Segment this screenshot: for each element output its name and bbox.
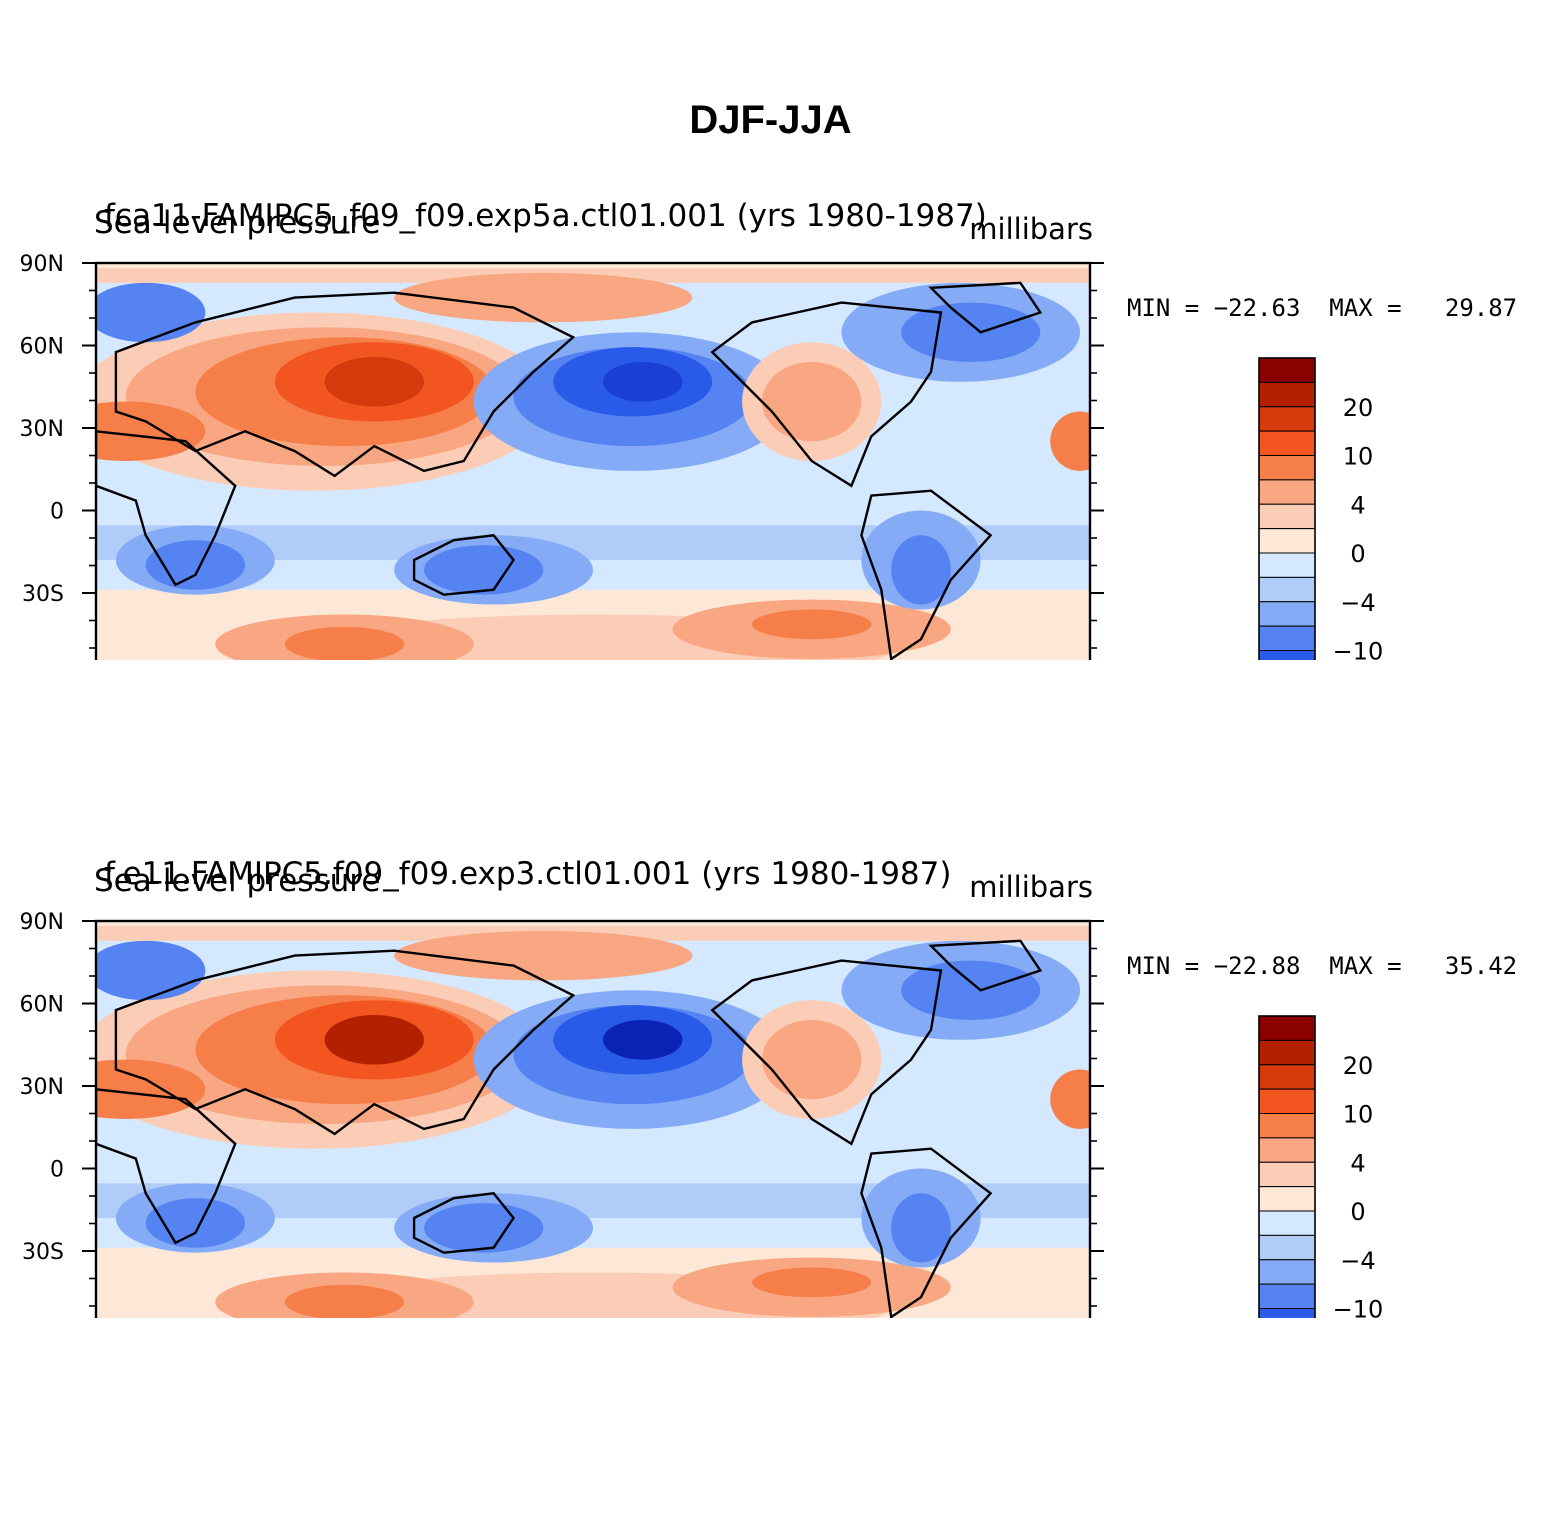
coastline [710,301,943,488]
lat-tick-label: 0 [50,500,64,525]
coastline [860,489,993,660]
map-plot-1: 90N60N30N030S60S90S030E60E90E120E150E180… [20,252,1384,661]
units-label: millibars [969,870,1093,904]
coastline [96,430,237,587]
coastline [412,1192,515,1254]
colorbar-swatch [1258,1259,1316,1285]
colorbar-label: 10 [1343,443,1374,471]
colorbar-swatch [1258,430,1316,456]
lat-tick-label: 30N [20,417,64,442]
lat-tick-label: 0 [50,1158,64,1183]
colorbar-swatch [1258,1064,1316,1090]
figure-title: DJF-JJA [689,98,852,142]
lat-tick-label: 30S [22,582,64,607]
case-name: fca11-FAMIPC5_f09_f09.exp5a.ctl01.001 (y… [104,198,987,234]
colorbar-label: 20 [1343,394,1374,422]
coastline [412,534,515,596]
colorbar-label: 4 [1350,1149,1365,1177]
colorbar-swatch [1258,455,1316,481]
colorbar-swatch [1258,503,1316,530]
colorbar-swatch [1258,1210,1316,1236]
colorbar-swatch [1258,406,1316,432]
colorbar-label: 0 [1350,540,1365,568]
lat-tick-label: 60N [20,993,64,1018]
map-plot-2: 90N60N30N030S60S90S030E60E90E120E150E180… [20,910,1384,1319]
colorbar-swatch [1258,1137,1316,1163]
colorbar-swatch [1258,601,1316,627]
colorbar-label: 10 [1343,1101,1374,1129]
colorbar-swatch [1258,552,1316,578]
coastline [96,1088,237,1245]
variable-name: Sea-level pressure [94,205,381,241]
colorbar-swatch [1258,1113,1316,1139]
coastlines [96,939,1043,1318]
units-label: millibars [969,212,1093,246]
colorbar-swatch [1258,357,1316,383]
variable-name: Sea-level pressure [94,863,381,899]
colorbar-swatch [1258,650,1316,660]
colorbar-label: 4 [1350,491,1365,519]
coastline [928,939,1043,992]
colorbar-frame [1258,1015,1316,1318]
colorbar-swatch [1258,625,1316,651]
coastline [114,291,576,478]
lat-tick-label: 90N [20,910,64,935]
colorbar-swatch [1258,1283,1316,1309]
colorbar-swatch [1258,576,1316,603]
colorbar-frame [1258,357,1316,660]
coastline [860,1147,993,1318]
coastline [710,959,943,1146]
case-name: f.e11.FAMIPC5.f09_f09.exp3.ctl01.001 (yr… [104,856,952,892]
colorbar-swatch [1258,479,1316,505]
colorbar-label: −4 [1340,589,1375,617]
colorbar-label: −10 [1333,638,1384,661]
coastlines [96,281,1043,660]
map-panel-1: fca11-FAMIPC5_f09_f09.exp5a.ctl01.001 (y… [0,0,1541,660]
min-max-stats: MIN = −22.63 MAX = 29.87 [1127,294,1518,322]
colorbar-label: 20 [1343,1052,1374,1080]
colorbar-swatch [1258,381,1316,408]
min-max-stats: MIN = −22.88 MAX = 35.42 [1127,952,1518,980]
colorbar-swatch [1258,1161,1316,1188]
colorbar-swatch [1258,1234,1316,1261]
colorbar-label: −10 [1333,1296,1384,1319]
colorbar-swatch [1258,1308,1316,1318]
colorbar-swatch [1258,1015,1316,1041]
colorbar-swatch [1258,1039,1316,1066]
coastline [928,281,1043,334]
colorbar-label: 0 [1350,1198,1365,1226]
contour-field [96,921,1090,1318]
lat-tick-label: 60N [20,335,64,360]
colorbar-swatch [1258,528,1316,554]
contour-field [96,263,1090,660]
map-panel-2: f.e11.FAMIPC5.f09_f09.exp3.ctl01.001 (yr… [0,658,1541,1318]
coastline [114,949,576,1136]
colorbar-label: −4 [1340,1247,1375,1275]
lat-tick-label: 90N [20,252,64,277]
colorbar-swatch [1258,1186,1316,1212]
lat-tick-label: 30S [22,1240,64,1265]
lat-tick-label: 30N [20,1075,64,1100]
colorbar-swatch [1258,1088,1316,1114]
